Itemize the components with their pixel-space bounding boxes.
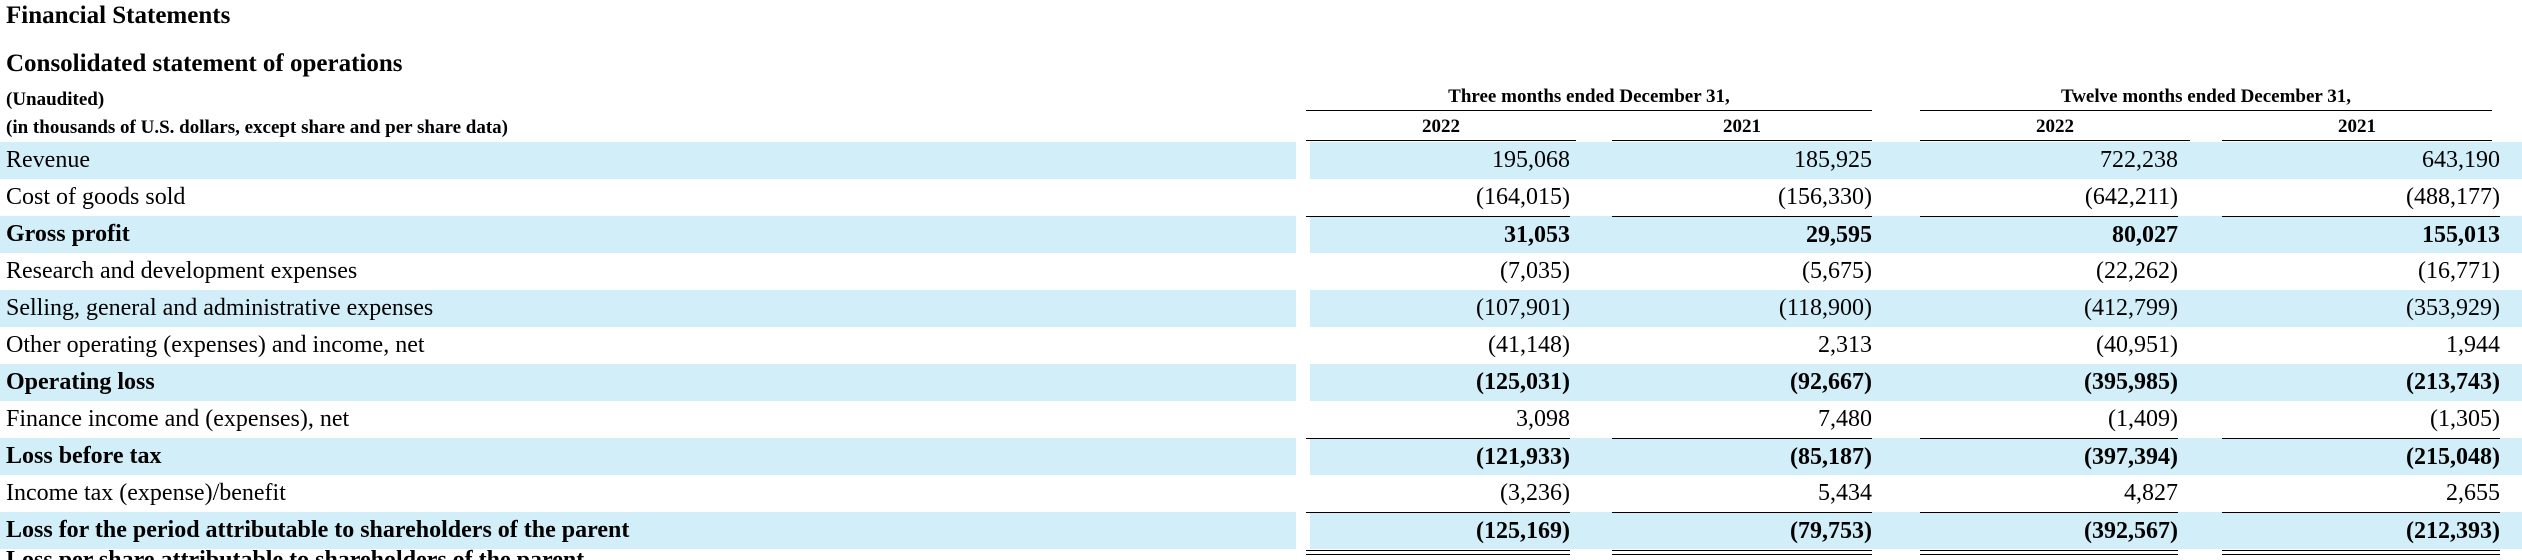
value-cell: 4,827 xyxy=(2124,480,2178,506)
table-row-loss-before-tax: Loss before tax (121,933) (85,187) (397,394… xyxy=(0,438,2522,475)
row-label: Cost of goods sold xyxy=(6,184,186,210)
value-cell: 2,313 xyxy=(1818,332,1872,358)
row-label: Finance income and (expenses), net xyxy=(6,406,350,432)
value-cell: (92,667) xyxy=(1790,369,1872,395)
value-cell: 1,944 xyxy=(2446,332,2500,358)
row-label: Selling, general and administrative expe… xyxy=(6,295,434,321)
row-label: Research and development expenses xyxy=(6,258,358,284)
value-cell: 2,655 xyxy=(2446,480,2500,506)
value-cell: 31,053 xyxy=(1306,216,1570,253)
value-cell: (22,262) xyxy=(2096,258,2178,284)
table-row-revenue: Revenue 195,068 185,925 722,238 643,190 xyxy=(0,142,2522,179)
units-note: (in thousands of U.S. dollars, except sh… xyxy=(6,117,508,138)
twelve-months-header: Twelve months ended December 31, xyxy=(1920,84,2492,111)
value-cell: (79,753) xyxy=(1612,512,1872,549)
value-cell: 722,238 xyxy=(2100,147,2178,173)
row-shading xyxy=(1310,216,2522,253)
value-cell: (212,393) xyxy=(2222,512,2500,549)
value-cell: (5,675) xyxy=(1802,258,1872,284)
value-cell: (164,015) xyxy=(1476,184,1570,210)
value-cell: 7,480 xyxy=(1818,406,1872,432)
year-header-q-2021: 2021 xyxy=(1612,114,1872,141)
value-cell: (412,799) xyxy=(2084,295,2178,321)
row-shading xyxy=(1310,364,2522,401)
table-row-rd-expenses: Research and development expenses (7,035)… xyxy=(0,253,2522,290)
row-shading xyxy=(0,142,1296,179)
value-cell: (121,933) xyxy=(1306,438,1570,475)
table-row-other-operating: Other operating (expenses) and income, n… xyxy=(0,327,2522,364)
table-row-operating-loss: Operating loss (125,031) (92,667) (395,985)… xyxy=(0,364,2522,401)
year-header-y-2022: 2022 xyxy=(1920,114,2190,141)
year-header-y-2021: 2021 xyxy=(2222,114,2492,141)
value-cell: 643,190 xyxy=(2422,147,2500,173)
page-title: Financial Statements xyxy=(6,2,231,29)
value-cell: 3,098 xyxy=(1516,406,1570,432)
value-cell: 5,434 xyxy=(1818,480,1872,506)
value-cell: 29,595 xyxy=(1612,216,1872,253)
value-cell: (125,169) xyxy=(1306,512,1570,549)
value-cell: (40,951) xyxy=(2096,332,2178,358)
value-cell: 195,068 xyxy=(1492,147,1570,173)
row-label: Gross profit xyxy=(6,221,130,247)
value-cell: (392,567) xyxy=(1920,512,2178,549)
value-cell: (107,901) xyxy=(1476,295,1570,321)
value-cell: (118,900) xyxy=(1778,295,1872,321)
row-label: Other operating (expenses) and income, n… xyxy=(6,332,425,358)
value-cell: (397,394) xyxy=(1920,438,2178,475)
value-cell: (213,743) xyxy=(2406,369,2500,395)
value-cell: (3,236) xyxy=(1500,480,1570,506)
table-row-sga-expenses: Selling, general and administrative expe… xyxy=(0,290,2522,327)
row-label: Loss before tax xyxy=(6,443,162,469)
value-cell: (7,035) xyxy=(1500,258,1570,284)
value-cell: (215,048) xyxy=(2222,438,2500,475)
row-label: Income tax (expense)/benefit xyxy=(6,480,286,506)
unaudited-note: (Unaudited) xyxy=(6,89,105,110)
double-underline xyxy=(2222,550,2500,555)
row-shading xyxy=(0,438,1296,475)
row-shading xyxy=(0,364,1296,401)
table-row-loss-for-period: Loss for the period attributable to shar… xyxy=(0,512,2522,549)
value-cell: (125,031) xyxy=(1476,369,1570,395)
double-underline xyxy=(1920,550,2178,555)
row-shading xyxy=(1310,290,2522,327)
table-row-gross-profit: Gross profit 31,053 29,595 80,027 155,013 xyxy=(0,216,2522,253)
table-row-cost-of-goods-sold: Cost of goods sold (164,015) (156,330) (642… xyxy=(0,179,2522,216)
row-shading xyxy=(1310,512,2522,549)
value-cell: (395,985) xyxy=(2084,369,2178,395)
value-cell: (353,929) xyxy=(2406,295,2500,321)
value-cell: (16,771) xyxy=(2418,258,2500,284)
value-cell: (156,330) xyxy=(1778,184,1872,210)
row-shading xyxy=(0,512,1296,549)
value-cell: (41,148) xyxy=(1488,332,1570,358)
row-label: Loss for the period attributable to shar… xyxy=(6,517,630,543)
value-cell: (85,187) xyxy=(1612,438,1872,475)
value-cell: (488,177) xyxy=(2406,184,2500,210)
row-shading xyxy=(0,290,1296,327)
value-cell: (1,409) xyxy=(2108,406,2178,432)
double-underline xyxy=(1306,550,1570,555)
table-row-income-tax: Income tax (expense)/benefit (3,236) 5,434… xyxy=(0,475,2522,512)
value-cell: (642,211) xyxy=(2084,184,2178,210)
value-cell: 155,013 xyxy=(2222,216,2500,253)
row-shading xyxy=(1310,438,2522,475)
statement-title: Consolidated statement of operations xyxy=(6,50,403,77)
row-shading xyxy=(0,216,1296,253)
partial-row-label: Loss per share attributable to sharehold… xyxy=(6,548,584,560)
value-cell: (1,305) xyxy=(2430,406,2500,432)
row-label: Operating loss xyxy=(6,369,155,395)
value-cell: 80,027 xyxy=(1920,216,2178,253)
value-cell: 185,925 xyxy=(1794,147,1872,173)
table-row-finance-income: Finance income and (expenses), net 3,098 7… xyxy=(0,401,2522,438)
three-months-header: Three months ended December 31, xyxy=(1306,84,1872,111)
year-header-q-2022: 2022 xyxy=(1306,114,1576,141)
row-label: Revenue xyxy=(6,147,90,173)
row-shading xyxy=(1310,142,2522,179)
double-underline xyxy=(1612,550,1872,555)
